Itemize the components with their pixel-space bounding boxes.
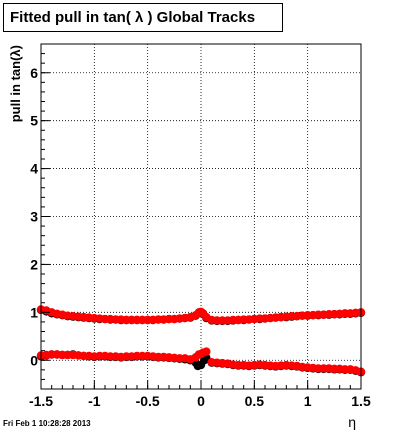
axis-ticks xyxy=(40,43,362,389)
data-points xyxy=(36,305,366,377)
timestamp-stamp: Fri Feb 1 10:28:28 2013 xyxy=(3,419,91,428)
data-point xyxy=(202,347,211,356)
x-axis-title: η xyxy=(348,414,356,430)
y-axis-title: pull in tan(λ) xyxy=(8,45,23,122)
series-3 xyxy=(36,347,366,376)
chart-title: Fitted pull in tan( λ ) Global Tracks xyxy=(3,3,283,32)
x-tick-label: -1 xyxy=(88,393,101,409)
y-tick-label: 2 xyxy=(30,256,38,272)
x-tick-label: 0.5 xyxy=(245,393,265,409)
x-tick-label: 1.5 xyxy=(351,393,371,409)
y-tick-label: 0 xyxy=(30,352,38,368)
y-tick-label: 6 xyxy=(30,65,38,81)
y-tick-label: 4 xyxy=(30,161,38,177)
y-tick-label: 1 xyxy=(30,304,38,320)
series-1 xyxy=(36,305,366,325)
y-tick-label: 3 xyxy=(30,209,38,225)
y-tick-label: 5 xyxy=(30,113,38,129)
x-tick-label: 0 xyxy=(197,393,205,409)
x-tick-label: 1 xyxy=(304,393,312,409)
x-tick-label: -0.5 xyxy=(136,393,160,409)
grid xyxy=(40,44,362,389)
x-tick-label: -1.5 xyxy=(29,393,53,409)
axis-tick-labels: -1.5 -1 -0.5 0 0.5 1 1.5 0 1 2 3 4 5 6 xyxy=(29,65,371,409)
